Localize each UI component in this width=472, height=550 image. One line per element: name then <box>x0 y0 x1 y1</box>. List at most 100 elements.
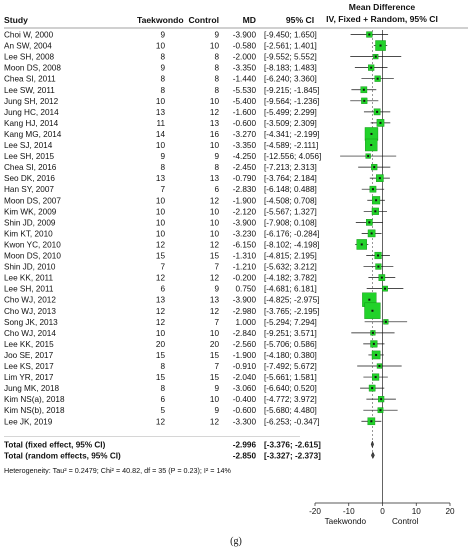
control-n: 9 <box>214 406 219 415</box>
plot-title-line-2: IV, Fixed + Random, 95% CI <box>326 14 438 24</box>
ci-value: [-4.815; 2.195] <box>264 252 317 261</box>
point-estimate <box>363 99 366 102</box>
study-name: An SW, 2004 <box>4 42 52 51</box>
md-value: -2.040 <box>233 373 257 382</box>
control-n: 12 <box>210 240 220 249</box>
x-label-right: Control <box>392 517 419 526</box>
taekwondo-n: 10 <box>156 329 166 338</box>
taekwondo-n: 8 <box>160 384 165 393</box>
control-n: 12 <box>210 417 220 426</box>
point-estimate <box>368 221 371 224</box>
point-estimate <box>371 387 374 390</box>
ci-value: [-3.764; 2.184] <box>264 174 317 183</box>
md-value: -3.060 <box>233 384 257 393</box>
study-name: Lee SW, 2011 <box>4 86 55 95</box>
taekwondo-n: 10 <box>156 97 166 106</box>
taekwondo-n: 8 <box>160 86 165 95</box>
md-value: -0.600 <box>233 406 257 415</box>
control-n: 10 <box>210 141 220 150</box>
taekwondo-n: 10 <box>156 42 166 51</box>
ci-value: [-9.215; -1.845] <box>264 86 320 95</box>
md-value: -0.200 <box>233 274 257 283</box>
study-name: Cho WJ, 2013 <box>4 307 56 316</box>
point-estimate <box>379 121 382 124</box>
ci-value: [-5.632; 3.212] <box>264 263 317 272</box>
ci-value: [-4.341; -2.199] <box>264 130 320 139</box>
md-value: 1.000 <box>236 318 257 327</box>
study-name: Lee SJ, 2014 <box>4 141 53 150</box>
point-estimate <box>370 66 373 69</box>
md-value: -1.900 <box>233 351 257 360</box>
control-n: 9 <box>214 285 219 294</box>
control-n: 15 <box>210 351 220 360</box>
study-name: Moon DS, 2008 <box>4 64 61 73</box>
study-name: Shin JD, 2010 <box>4 263 56 272</box>
ci-value: [-7.213; 2.313] <box>264 163 317 172</box>
taekwondo-n: 8 <box>160 75 165 84</box>
control-n: 10 <box>210 42 220 51</box>
ci-value: [-9.552; 5.552] <box>264 53 317 62</box>
ci-value: [-8.183; 1.483] <box>264 64 317 73</box>
taekwondo-n: 8 <box>160 163 165 172</box>
ci-value: [-7.492; 5.672] <box>264 362 317 371</box>
study-name: Chea SI, 2011 <box>4 75 56 84</box>
ci-value: [-4.180; 0.380] <box>264 351 317 360</box>
ci-value: [-6.640; 0.520] <box>264 384 317 393</box>
study-name: Kim NS(a), 2018 <box>4 395 65 404</box>
ci-value: [-9.450; 1.650] <box>264 31 317 40</box>
ci-value: [-2.561; 1.401] <box>264 42 317 51</box>
x-label-left: Taekwondo <box>325 517 367 526</box>
study-name: Lee JK, 2019 <box>4 417 53 426</box>
md-value: 0.750 <box>236 285 257 294</box>
point-estimate <box>380 276 383 279</box>
ci-value: [-5.706; 0.586] <box>264 340 317 349</box>
md-value: -1.900 <box>233 196 257 205</box>
control-n: 9 <box>214 384 219 393</box>
point-estimate <box>378 177 381 180</box>
point-estimate <box>374 210 377 213</box>
ci-value: [-6.240; 3.360] <box>264 75 317 84</box>
study-rows: Choi W, 2000 9 9 -3.900 [-9.450; 1.650] An SW… <box>4 31 321 427</box>
pooled-diamond <box>370 440 374 449</box>
control-n: 6 <box>214 185 219 194</box>
ci-value: [-5.294; 7.294] <box>264 318 317 327</box>
control-n: 10 <box>210 395 220 404</box>
control-n: 16 <box>210 130 220 139</box>
study-name: Lee KS, 2017 <box>4 362 54 371</box>
md-value: -3.900 <box>233 296 257 305</box>
md-value: -3.900 <box>233 31 257 40</box>
point-estimate <box>384 320 387 323</box>
ci-value: [-4.772; 3.972] <box>264 395 317 404</box>
control-n: 20 <box>210 340 220 349</box>
ci-value: [-5.680; 4.480] <box>264 406 317 415</box>
point-estimate <box>384 287 387 290</box>
point-estimate <box>370 132 373 135</box>
taekwondo-n: 15 <box>156 373 166 382</box>
taekwondo-n: 12 <box>156 274 166 283</box>
heterogeneity-text: Heterogeneity: Tau² = 0.2479; Chi² = 40.… <box>4 466 231 475</box>
ci-value: [-7.908; 0.108] <box>264 218 317 227</box>
study-name: Cho WJ, 2014 <box>4 329 56 338</box>
study-name: Cho WJ, 2012 <box>4 296 56 305</box>
point-estimate <box>379 409 382 412</box>
md-value: -0.400 <box>233 395 257 404</box>
study-name: Joo SE, 2017 <box>4 351 54 360</box>
study-name: Moon DS, 2007 <box>4 196 61 205</box>
point-estimate <box>368 298 371 301</box>
md-value: -1.440 <box>233 75 257 84</box>
control-n: 10 <box>210 97 220 106</box>
taekwondo-n: 13 <box>156 108 166 117</box>
header-ci: 95% CI <box>286 15 314 25</box>
study-name: Song JK, 2013 <box>4 318 58 327</box>
control-n: 8 <box>214 163 219 172</box>
taekwondo-n: 10 <box>156 207 166 216</box>
point-estimate <box>378 365 381 367</box>
point-estimate <box>368 33 371 36</box>
ci-value: [-4.589; -2.111] <box>264 141 318 150</box>
ci-value: [-3.765; -2.195] <box>264 307 320 316</box>
point-estimate <box>377 254 380 257</box>
plot-title-line-1: Mean Difference <box>349 2 416 12</box>
study-name: Kim WK, 2009 <box>4 207 57 216</box>
x-tick-label: 10 <box>412 507 422 516</box>
control-n: 13 <box>210 296 220 305</box>
